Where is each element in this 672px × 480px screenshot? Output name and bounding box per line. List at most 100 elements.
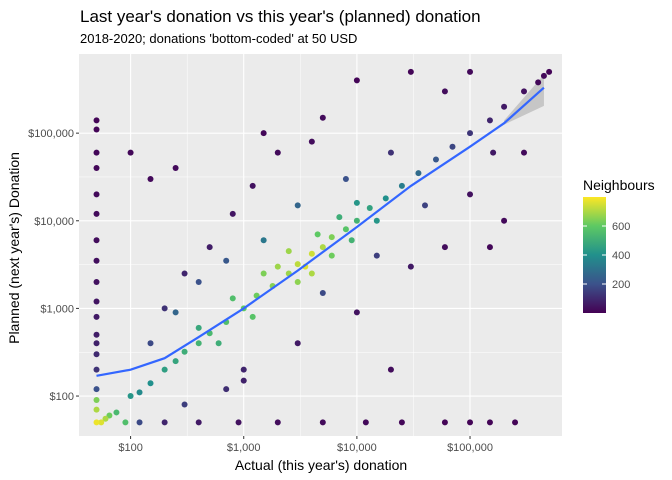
y-tick-label: $100 (50, 391, 74, 403)
data-point (294, 261, 301, 268)
data-point (501, 217, 508, 224)
data-point (93, 257, 100, 264)
colorbar-legend: Neighbours 200 400 600 (583, 177, 655, 313)
data-point (407, 263, 414, 270)
data-point (328, 234, 335, 241)
data-point (93, 406, 100, 413)
data-point (407, 68, 414, 75)
data-point (93, 237, 100, 244)
x-tick-label: $100 (118, 442, 142, 454)
data-point (319, 289, 326, 296)
data-point (512, 419, 519, 426)
chart-title: Last year's donation vs this year's (pla… (80, 7, 481, 26)
trend-confidence-band (504, 74, 544, 125)
data-point (336, 214, 343, 221)
data-point (285, 248, 292, 255)
y-tick-label: $100,000 (28, 128, 74, 140)
data-point (93, 149, 100, 156)
data-point (486, 117, 493, 124)
data-point (93, 313, 100, 320)
x-tick-label: $1,000 (227, 442, 261, 454)
data-point (373, 217, 380, 224)
data-point (249, 182, 256, 189)
data-point (274, 263, 281, 270)
data-point (223, 386, 230, 393)
data-point (308, 250, 315, 257)
data-point (274, 419, 281, 426)
data-point (421, 202, 428, 209)
smooth-trend-line (96, 86, 545, 377)
data-point (181, 348, 188, 355)
colorbar-tick-label: 600 (612, 221, 630, 233)
data-point (294, 279, 301, 286)
data-point (490, 149, 497, 156)
data-point (93, 298, 100, 305)
data-point (106, 412, 113, 419)
data-point (102, 415, 109, 422)
data-point (387, 366, 394, 373)
data-point (467, 419, 474, 426)
data-point (172, 309, 179, 316)
data-point (93, 397, 100, 404)
y-tick-label: $10,000 (34, 216, 74, 228)
data-point (308, 138, 315, 145)
data-point (486, 244, 493, 251)
data-point (373, 252, 380, 259)
data-point (195, 279, 202, 286)
data-point (98, 419, 105, 426)
data-point (294, 340, 301, 347)
data-point (441, 244, 448, 251)
data-point (206, 244, 213, 251)
data-point (161, 366, 168, 373)
data-point (348, 237, 355, 244)
data-point (260, 270, 267, 277)
data-point (521, 88, 528, 95)
data-point (147, 175, 154, 182)
data-point (353, 309, 360, 316)
data-point (467, 191, 474, 198)
data-point (127, 393, 134, 400)
data-point (353, 199, 360, 206)
data-point (181, 270, 188, 277)
data-point (449, 143, 456, 150)
data-point (398, 419, 405, 426)
colorbar-tick-label: 400 (612, 250, 630, 262)
data-point (441, 419, 448, 426)
data-point (308, 270, 315, 277)
data-point (93, 386, 100, 393)
data-point (127, 149, 134, 156)
data-point (319, 114, 326, 121)
chart-subtitle: 2018-2020; donations 'bottom-coded' at 5… (80, 31, 357, 46)
data-point (319, 419, 326, 426)
data-point (274, 149, 281, 156)
data-point (398, 182, 405, 189)
colorbar-ticks: 200 400 600 (583, 221, 630, 291)
data-point (93, 191, 100, 198)
data-point (136, 419, 143, 426)
data-point (161, 419, 168, 426)
x-axis-ticks: $100 $1,000 $10,000 $100,000 (118, 436, 493, 454)
y-axis-title: Planned (next year's) Donation (6, 152, 22, 344)
data-point (342, 175, 349, 182)
data-point (122, 419, 129, 426)
data-point (249, 313, 256, 320)
data-point (328, 252, 335, 259)
data-point (521, 149, 528, 156)
data-point (93, 117, 100, 124)
legend-title: Neighbours (583, 177, 655, 193)
data-point (387, 149, 394, 156)
data-point (353, 217, 360, 224)
data-point (93, 165, 100, 172)
data-point (467, 68, 474, 75)
x-axis-title: Actual (this year's) donation (235, 457, 407, 473)
trend-line (96, 86, 545, 377)
data-point (366, 204, 373, 211)
confidence-band (504, 74, 544, 125)
y-tick-label: $1,000 (40, 303, 74, 315)
data-point (93, 340, 100, 347)
data-point (260, 237, 267, 244)
data-point (172, 358, 179, 365)
data-point (467, 130, 474, 137)
data-point (195, 324, 202, 331)
